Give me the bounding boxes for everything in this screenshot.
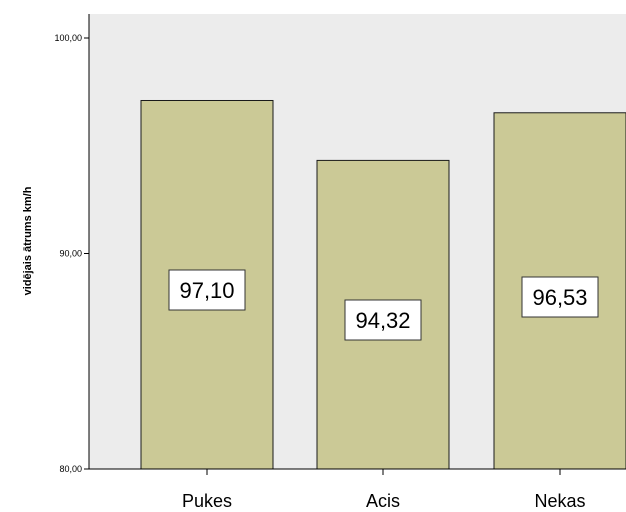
data-label-box bbox=[168, 269, 246, 311]
y-axis-title: vidējais ātrums km/h bbox=[22, 186, 34, 295]
data-label: 97,10 bbox=[179, 278, 234, 303]
y-ticks-group: 80,00 90,00 100,00 bbox=[54, 33, 89, 474]
x-ticks-group: Pukes Acis Nekas bbox=[182, 469, 586, 511]
data-label-box bbox=[521, 276, 599, 318]
bars-group: 97,10 94,32 96,53 bbox=[140, 99, 626, 470]
data-label: 94,32 bbox=[355, 308, 410, 333]
x-category-label: Pukes bbox=[182, 491, 232, 511]
y-tick-label: 100,00 bbox=[54, 33, 82, 43]
y-tick-label: 90,00 bbox=[59, 249, 82, 259]
y-tick-label: 80,00 bbox=[59, 464, 82, 474]
x-category-label: Nekas bbox=[534, 491, 585, 511]
x-category-label: Acis bbox=[366, 491, 400, 511]
data-label-box bbox=[344, 299, 422, 341]
data-label: 96,53 bbox=[532, 285, 587, 310]
